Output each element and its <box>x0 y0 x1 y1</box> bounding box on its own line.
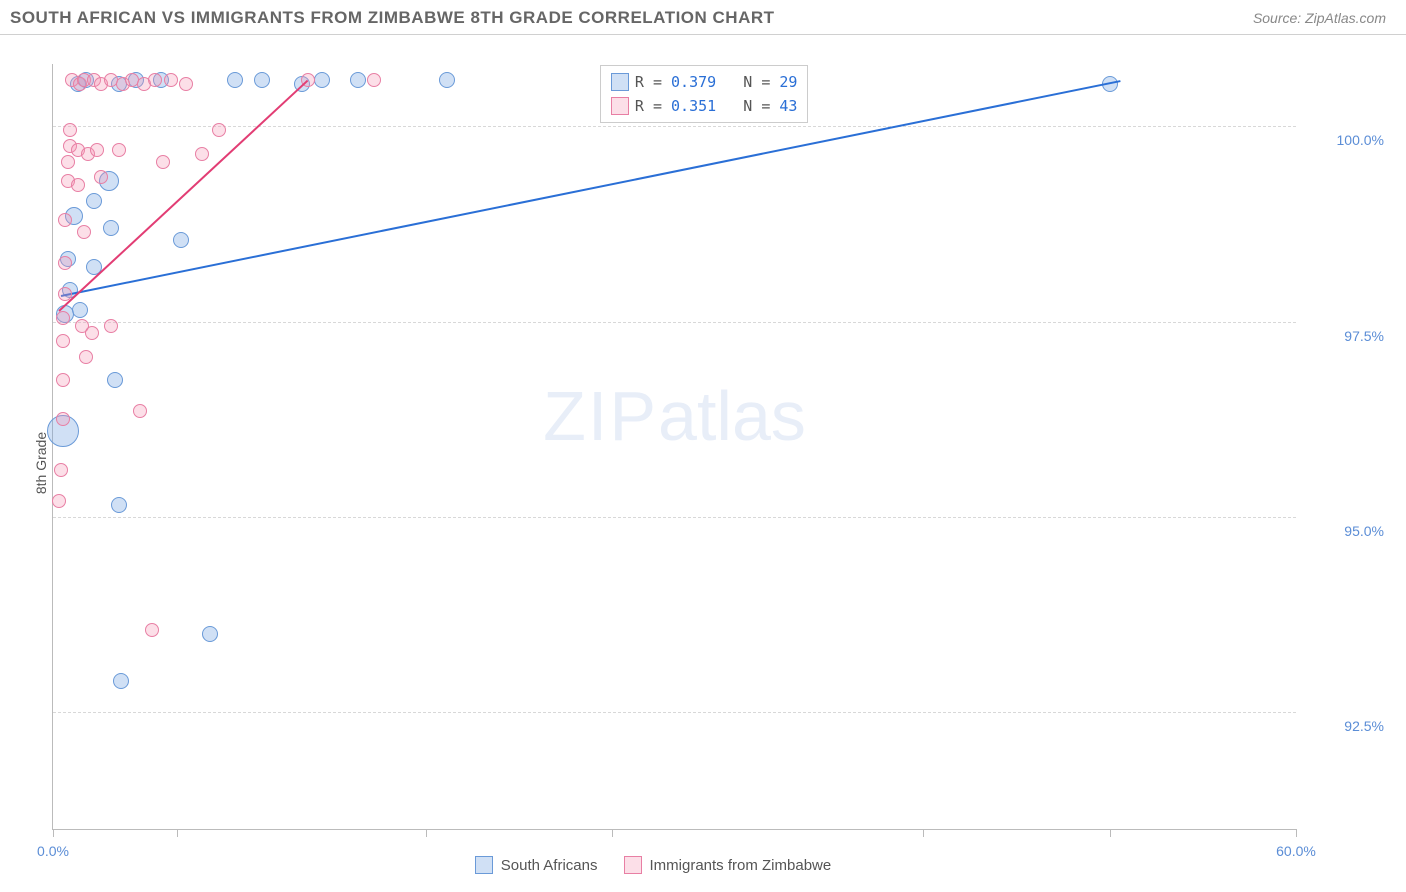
data-point <box>350 72 366 88</box>
data-point <box>58 256 72 270</box>
y-axis-label: 8th Grade <box>33 432 49 494</box>
chart-container: 8th Grade ZIPatlas 92.5%95.0%97.5%100.0%… <box>10 44 1396 882</box>
data-point <box>164 73 178 87</box>
legend-swatch <box>611 97 629 115</box>
data-point <box>61 155 75 169</box>
data-point <box>202 626 218 642</box>
data-point <box>227 72 243 88</box>
data-point <box>148 73 162 87</box>
data-point <box>254 72 270 88</box>
legend-label: Immigrants from Zimbabwe <box>650 857 832 874</box>
data-point <box>77 225 91 239</box>
data-point <box>52 494 66 508</box>
y-tick-label: 95.0% <box>1344 523 1384 539</box>
chart-header: SOUTH AFRICAN VS IMMIGRANTS FROM ZIMBABW… <box>0 0 1406 35</box>
data-point <box>94 170 108 184</box>
chart-title: SOUTH AFRICAN VS IMMIGRANTS FROM ZIMBABW… <box>10 8 775 28</box>
data-point <box>145 623 159 637</box>
chart-source: Source: ZipAtlas.com <box>1253 10 1386 26</box>
data-point <box>56 373 70 387</box>
data-point <box>63 123 77 137</box>
watermark-zip: ZIP <box>543 377 658 455</box>
y-tick-label: 100.0% <box>1337 132 1384 148</box>
legend-item: South Africans <box>475 856 598 874</box>
data-point <box>195 147 209 161</box>
gridline <box>53 322 1296 323</box>
data-point <box>112 143 126 157</box>
legend-item: Immigrants from Zimbabwe <box>624 856 832 874</box>
data-point <box>111 497 127 513</box>
data-point <box>56 334 70 348</box>
gridline <box>53 126 1296 127</box>
y-tick-label: 97.5% <box>1344 328 1384 344</box>
legend-swatch <box>611 73 629 91</box>
data-point <box>367 73 381 87</box>
data-point <box>90 143 104 157</box>
legend-stat-row: R = 0.351 N = 43 <box>611 94 798 118</box>
legend-swatch <box>475 856 493 874</box>
data-point <box>107 372 123 388</box>
data-point <box>173 232 189 248</box>
data-point <box>71 178 85 192</box>
data-point <box>103 220 119 236</box>
legend-stats: R = 0.379 N = 29R = 0.351 N = 43 <box>600 65 809 123</box>
data-point <box>104 319 118 333</box>
data-point <box>79 350 93 364</box>
watermark-atlas: atlas <box>658 377 806 455</box>
x-tick <box>1110 829 1111 837</box>
data-point <box>314 72 330 88</box>
legend-bottom: South Africans Immigrants from Zimbabwe <box>10 856 1296 874</box>
data-point <box>72 302 88 318</box>
data-point <box>212 123 226 137</box>
x-tick <box>426 829 427 837</box>
data-point <box>56 412 70 426</box>
gridline <box>53 517 1296 518</box>
trend-line <box>61 80 1121 297</box>
watermark: ZIPatlas <box>543 376 806 456</box>
data-point <box>86 193 102 209</box>
data-point <box>54 463 68 477</box>
legend-stat-text: R = 0.379 N = 29 <box>635 70 798 94</box>
x-tick <box>923 829 924 837</box>
data-point <box>133 404 147 418</box>
legend-stat-text: R = 0.351 N = 43 <box>635 94 798 118</box>
x-tick <box>612 829 613 837</box>
data-point <box>439 72 455 88</box>
data-point <box>113 673 129 689</box>
gridline <box>53 712 1296 713</box>
legend-stat-row: R = 0.379 N = 29 <box>611 70 798 94</box>
y-tick-label: 92.5% <box>1344 718 1384 734</box>
legend-label: South Africans <box>501 857 598 874</box>
data-point <box>58 213 72 227</box>
data-point <box>179 77 193 91</box>
x-tick <box>1296 829 1297 837</box>
legend-swatch <box>624 856 642 874</box>
data-point <box>56 311 70 325</box>
x-tick <box>177 829 178 837</box>
x-tick <box>53 829 54 837</box>
data-point <box>85 326 99 340</box>
plot-area: ZIPatlas 92.5%95.0%97.5%100.0%0.0%60.0%R… <box>52 64 1296 830</box>
data-point <box>156 155 170 169</box>
